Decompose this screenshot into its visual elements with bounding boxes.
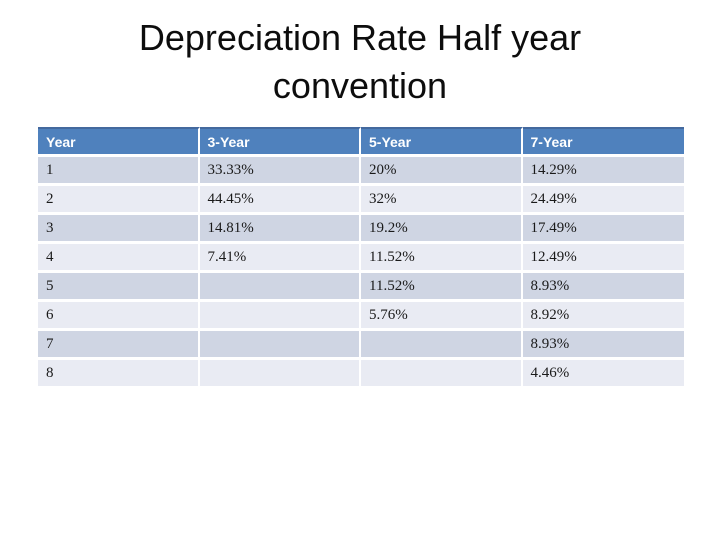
depreciation-table: Year 3-Year 5-Year 7-Year 1 33.33% 20% 14.29% 2… <box>38 127 684 389</box>
year-cell: 4 <box>38 244 200 273</box>
year-cell: 7 <box>38 331 200 360</box>
year-cell: 2 <box>38 186 200 215</box>
year-cell: 5 <box>38 273 200 302</box>
table-row: 1 33.33% 20% 14.29% <box>38 157 684 186</box>
table-row: 5 11.52% 8.93% <box>38 273 684 302</box>
column-header-3-year: 3-Year <box>199 127 361 157</box>
rate-cell: 14.29% <box>522 157 684 186</box>
table-row: 2 44.45% 32% 24.49% <box>38 186 684 215</box>
rate-cell: 17.49% <box>522 215 684 244</box>
depreciation-table-container: Year 3-Year 5-Year 7-Year 1 33.33% 20% 14.29% 2… <box>38 127 684 389</box>
rate-cell <box>199 302 361 331</box>
column-header-7-year: 7-Year <box>522 127 684 157</box>
rate-cell <box>199 360 361 389</box>
year-cell: 6 <box>38 302 200 331</box>
slide-title-line-1: Depreciation Rate Half year <box>138 17 582 58</box>
rate-cell: 12.49% <box>522 244 684 273</box>
rate-cell: 24.49% <box>522 186 684 215</box>
rate-cell <box>361 331 523 360</box>
rate-cell: 44.45% <box>199 186 361 215</box>
table-row: 6 5.76% 8.92% <box>38 302 684 331</box>
table-body: 1 33.33% 20% 14.29% 2 44.45% 32% 24.49% 3 14.81% 1… <box>38 157 684 389</box>
rate-cell: 20% <box>361 157 523 186</box>
rate-cell: 33.33% <box>199 157 361 186</box>
column-header-year: Year <box>38 127 200 157</box>
rate-cell <box>199 273 361 302</box>
rate-cell: 5.76% <box>361 302 523 331</box>
table-row: 8 4.46% <box>38 360 684 389</box>
rate-cell: 32% <box>361 186 523 215</box>
year-cell: 1 <box>38 157 200 186</box>
rate-cell <box>199 331 361 360</box>
rate-cell: 7.41% <box>199 244 361 273</box>
rate-cell: 8.92% <box>522 302 684 331</box>
table-row: 3 14.81% 19.2% 17.49% <box>38 215 684 244</box>
slide-title-line-2: convention <box>272 65 448 106</box>
year-cell: 3 <box>38 215 200 244</box>
rate-cell: 11.52% <box>361 244 523 273</box>
column-header-5-year: 5-Year <box>361 127 523 157</box>
rate-cell: 14.81% <box>199 215 361 244</box>
year-cell: 8 <box>38 360 200 389</box>
rate-cell: 11.52% <box>361 273 523 302</box>
rate-cell: 19.2% <box>361 215 523 244</box>
table-row: 4 7.41% 11.52% 12.49% <box>38 244 684 273</box>
rate-cell: 8.93% <box>522 331 684 360</box>
rate-cell: 4.46% <box>522 360 684 389</box>
slide-title: Depreciation Rate Half year convention <box>0 14 720 110</box>
table-row: 7 8.93% <box>38 331 684 360</box>
rate-cell <box>361 360 523 389</box>
table-header-row: Year 3-Year 5-Year 7-Year <box>38 127 684 157</box>
table-header: Year 3-Year 5-Year 7-Year <box>38 127 684 157</box>
rate-cell: 8.93% <box>522 273 684 302</box>
